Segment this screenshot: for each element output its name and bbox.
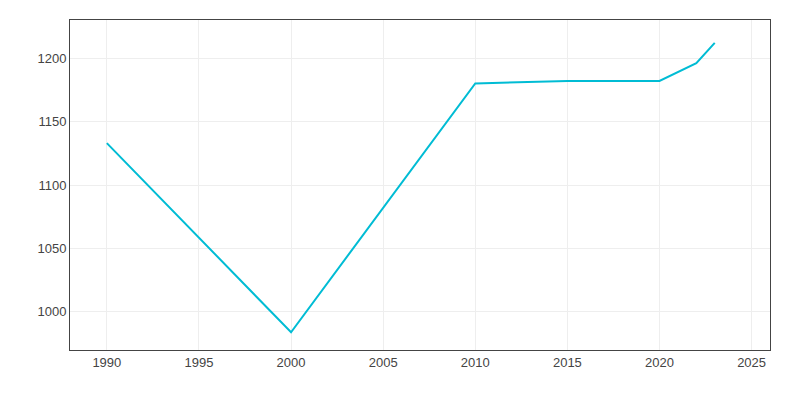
svg-text:2015: 2015 [553, 355, 582, 370]
svg-text:1100: 1100 [38, 178, 66, 193]
svg-text:1000: 1000 [37, 304, 66, 319]
svg-text:1990: 1990 [92, 355, 121, 370]
svg-text:2000: 2000 [277, 355, 306, 370]
svg-text:2025: 2025 [737, 355, 766, 370]
svg-text:1150: 1150 [38, 114, 66, 129]
svg-text:2010: 2010 [461, 355, 490, 370]
svg-text:1200: 1200 [37, 51, 66, 66]
svg-text:2005: 2005 [369, 355, 398, 370]
svg-text:2020: 2020 [645, 355, 674, 370]
svg-text:1050: 1050 [37, 241, 66, 256]
svg-text:1995: 1995 [184, 355, 213, 370]
